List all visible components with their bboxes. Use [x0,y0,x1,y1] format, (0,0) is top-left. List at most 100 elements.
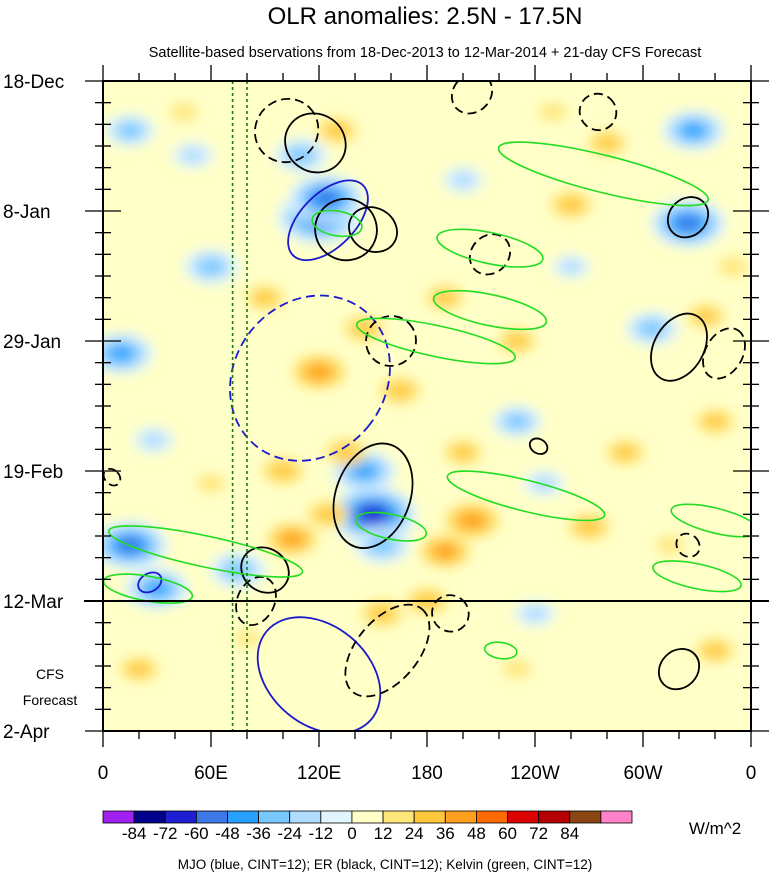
anomaly-blob-35-level-2 [433,290,457,305]
colorbar-label: -72 [153,824,178,843]
anomaly-blob-16-level-2 [531,475,557,492]
anomaly-blob-3-level-4 [351,463,377,479]
wave-contours [103,81,751,731]
er-black-contour-19 [103,467,122,487]
anomaly-blob-47-level-1 [197,474,225,493]
colorbar-swatch [195,810,228,824]
anomaly-blob-34-level-2 [352,320,376,337]
x-tick-label: 120E [297,763,341,784]
kelvin-green-contour-2 [432,289,548,331]
x-tick-label: 120W [510,763,560,784]
mjo-blue-contour-0 [287,179,369,262]
anomaly-blob-25-level-2 [333,444,359,461]
colorbar-label: 48 [467,824,486,843]
x-tick-label: 0 [98,763,109,784]
er-black-contour-18 [675,532,701,558]
anomaly-blob-22-level-2 [270,463,296,479]
colorbar: -84 -72 -60 -48 -36 -24 -12 0 12 24 36 48 60 72 84 [102,810,633,843]
er-black-contour-11 [450,81,494,115]
anomaly-blob-46-level-1 [503,660,531,678]
colorbar-swatch [258,810,291,824]
anomaly-blob-29-level-3 [459,512,485,529]
colorbar-swatch [444,810,477,824]
anomaly-blob-51-level-1 [656,536,684,555]
mjo-blue-contour-2 [256,616,382,731]
colorbar-swatch [507,810,540,824]
er-black-contour-17 [528,437,549,455]
colorbar-label: 24 [405,824,424,843]
mjo-blue-contour-1 [229,294,391,462]
x-tick-label: 60W [623,763,662,784]
kelvin-green-contour-4 [446,470,606,522]
anomaly-blob-7-level-3 [640,320,664,337]
anomaly-blob-49-level-1 [539,103,567,121]
colorbar-swatch [351,810,384,824]
y-axis: 18-Dec 8-Jan 29-Jan 19-Feb 12-Mar 2-Apr [3,72,769,743]
kelvin-green-contour-3 [355,317,517,365]
y-tick-label: 19-Feb [3,462,63,483]
x-tick-label: 180 [411,763,443,784]
anomaly-blob-17-level-3 [289,147,313,163]
anomaly-blob-5-level-5 [675,215,701,232]
er-black-contour-4 [365,315,417,367]
kelvin-green-contour-8 [652,560,742,593]
er-black-contour-3 [348,206,398,253]
colorbar-swatch [538,810,571,824]
colorbar-label: 84 [560,824,579,843]
anomaly-blob-13-level-3 [118,123,142,138]
anomaly-blob-48-level-1 [234,630,260,647]
colorbar-label: -48 [215,824,240,843]
er-black-contour-7 [235,575,277,627]
anomaly-blob-8-level-4 [108,345,134,362]
colorbar-swatch [133,810,166,824]
contour-legend: MJO (blue, CINT=12); ER (black, CINT=12)… [178,857,593,872]
colorbar-swatch [413,810,446,824]
x-tick-label: 60E [194,763,228,784]
anomaly-blob-24-level-3 [307,364,331,380]
er-black-contour-2 [314,197,378,262]
anomaly-blob-6-level-4 [681,123,706,139]
y-tick-label: 18-Dec [3,72,64,93]
anomaly-blob-38-level-2 [613,445,637,460]
kelvin-green-contour-0 [497,141,710,207]
er-black-contour-8 [344,603,431,698]
colorbar-label: -84 [122,824,147,843]
chart-title: OLR anomalies: 2.5N - 17.5N [268,3,583,30]
er-black-contour-6 [240,546,290,594]
colorbar-swatch [382,810,415,824]
er-black-contour-14 [650,312,708,382]
anomaly-blob-15-level-3 [505,414,529,429]
forecast-label-line2: Forecast [23,692,78,708]
colorbar-label: -60 [184,824,209,843]
anomaly-blob-4-level-3 [369,537,395,554]
y-tick-label: 29-Jan [3,332,61,353]
colorbar-label: -36 [246,824,271,843]
er-black-contour-16 [657,648,701,691]
colorbar-label: 36 [436,824,455,843]
anomaly-blob-28-level-2 [315,506,341,523]
x-tick-label: 0 [746,763,757,784]
chart-subtitle: Satellite-based bservations from 18-Dec-… [149,45,701,61]
colorbar-swatch [569,810,602,824]
anomaly-blob-20-level-2 [559,259,583,274]
anomaly-blob-19-level-2 [522,605,548,622]
anomaly-blob-12-level-3 [198,258,224,275]
anomaly-blob-23-level-2 [253,290,277,305]
kelvin-green-contour-9 [354,511,428,542]
plot-background [103,81,751,731]
kelvin-green-contour-10 [311,209,363,238]
er-black-contour-5 [332,442,414,549]
anomaly-blob-44-level-2 [127,661,151,677]
kelvin-green-contour-5 [107,525,304,578]
y-tick-label: 2-Apr [3,722,50,743]
colorbar-swatch [600,810,633,824]
colorbar-label: 60 [498,824,517,843]
er-black-contour-0 [254,97,320,164]
anomaly-blob-40-level-2 [595,135,619,151]
colorbar-swatch [164,810,197,824]
anomaly-blob-2-level-6 [360,506,386,523]
colorbar-swatch [227,810,259,824]
er-black-contour-1 [284,112,347,174]
anomaly-blob-36-level-2 [505,333,529,349]
